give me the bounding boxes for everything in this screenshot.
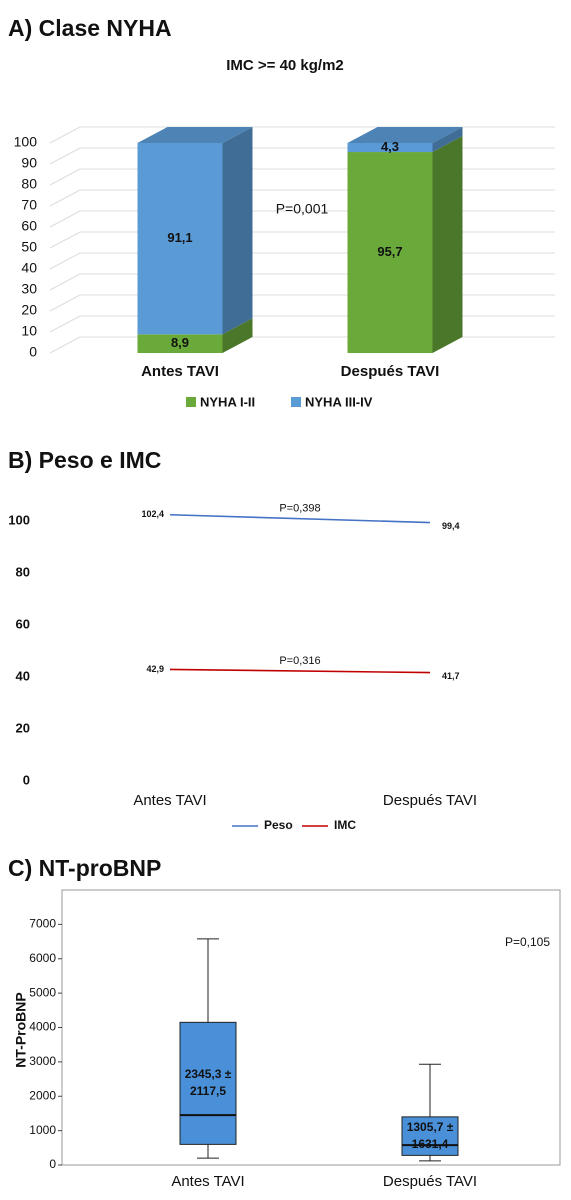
data-label: 102,4 (141, 509, 164, 519)
x-tick-label: Después TAVI (383, 792, 477, 809)
line (169, 668, 431, 674)
bar-top (137, 127, 253, 143)
y-tick-label: 100 (8, 512, 30, 527)
y-tick-label: 7000 (29, 917, 56, 931)
grid-line (49, 126, 81, 144)
x-tick-label: Antes TAVI (141, 363, 219, 380)
grid-line (49, 168, 81, 186)
y-tick-label: 4000 (29, 1020, 56, 1034)
data-label: 41,7 (442, 671, 460, 681)
grid-line (49, 252, 81, 270)
chart-title: B) Peso e IMC (8, 447, 161, 473)
bar-side (222, 127, 253, 335)
y-tick-label: 1000 (29, 1123, 56, 1137)
grid-line (49, 273, 81, 291)
box-label: 1631,4 (412, 1137, 449, 1151)
bar-segment (347, 152, 433, 353)
annotation: P=0,398 (279, 503, 320, 515)
x-tick-label: Antes TAVI (133, 792, 206, 809)
y-tick-label: 0 (23, 772, 30, 787)
y-tick-label: 2000 (29, 1088, 56, 1102)
y-tick-label: 50 (21, 239, 37, 255)
annotation: P=0,001 (276, 201, 329, 217)
y-tick-label: 20 (21, 302, 37, 318)
y-axis-label: NT-ProBNP (13, 992, 29, 1067)
annotation: P=0,316 (279, 655, 320, 667)
data-label: 8,9 (171, 335, 189, 350)
annotation: P=0,105 (505, 935, 550, 949)
y-tick-label: 30 (21, 281, 37, 297)
bar-side (432, 127, 463, 153)
y-tick-label: 80 (16, 564, 30, 579)
bar-segment (137, 143, 223, 335)
y-tick-label: 3000 (29, 1054, 56, 1068)
x-tick-label: Antes TAVI (171, 1173, 244, 1190)
chart-title: A) Clase NYHA (8, 15, 172, 41)
grid-line (49, 231, 81, 249)
y-tick-label: 0 (29, 344, 37, 360)
y-tick-label: 6000 (29, 951, 56, 965)
legend-label: IMC (334, 818, 356, 832)
y-tick-label: 60 (21, 218, 37, 234)
y-tick-label: 40 (21, 260, 37, 276)
y-tick-label: 90 (21, 155, 37, 171)
legend-label: NYHA III-IV (305, 394, 373, 409)
chart-subtitle: IMC >= 40 kg/m2 (226, 57, 344, 74)
grid-line (49, 336, 81, 354)
bar-segment (137, 334, 223, 353)
bar-top (347, 127, 463, 143)
data-label: 91,1 (167, 230, 192, 245)
grid-line (49, 189, 81, 207)
box-label: 2345,3 ± (185, 1067, 232, 1081)
bar-side (222, 318, 253, 353)
y-tick-label: 100 (14, 134, 38, 150)
y-tick-label: 5000 (29, 985, 56, 999)
grid-line (49, 294, 81, 312)
x-tick-label: Después TAVI (383, 1173, 477, 1190)
x-tick-label: Después TAVI (341, 363, 440, 380)
y-tick-label: 60 (16, 616, 30, 631)
box-label: 2117,5 (190, 1084, 226, 1098)
grid-line (49, 147, 81, 165)
legend-label: NYHA I-II (200, 394, 255, 409)
box (401, 1116, 459, 1156)
data-label: 42,9 (146, 664, 164, 674)
legend-label: Peso (264, 818, 293, 832)
plot-frame (61, 889, 561, 1166)
data-label: 99,4 (442, 521, 460, 531)
y-tick-label: 40 (16, 668, 30, 683)
data-label: 4,3 (381, 139, 399, 154)
bar-side (432, 136, 463, 353)
box-label: 1305,7 ± (407, 1120, 454, 1134)
y-tick-label: 10 (21, 323, 37, 339)
legend-swatch (291, 397, 301, 407)
chart-title: C) NT-proBNP (8, 855, 161, 881)
y-tick-label: 80 (21, 176, 37, 192)
bar-segment (347, 143, 433, 153)
y-tick-label: 20 (16, 720, 30, 735)
line (169, 513, 431, 524)
data-label: 95,7 (377, 244, 402, 259)
legend-swatch (186, 397, 196, 407)
grid-line (49, 210, 81, 228)
y-tick-label: 70 (21, 197, 37, 213)
grid-line (49, 315, 81, 333)
y-tick-label: 0 (49, 1157, 56, 1171)
box (179, 1021, 237, 1145)
